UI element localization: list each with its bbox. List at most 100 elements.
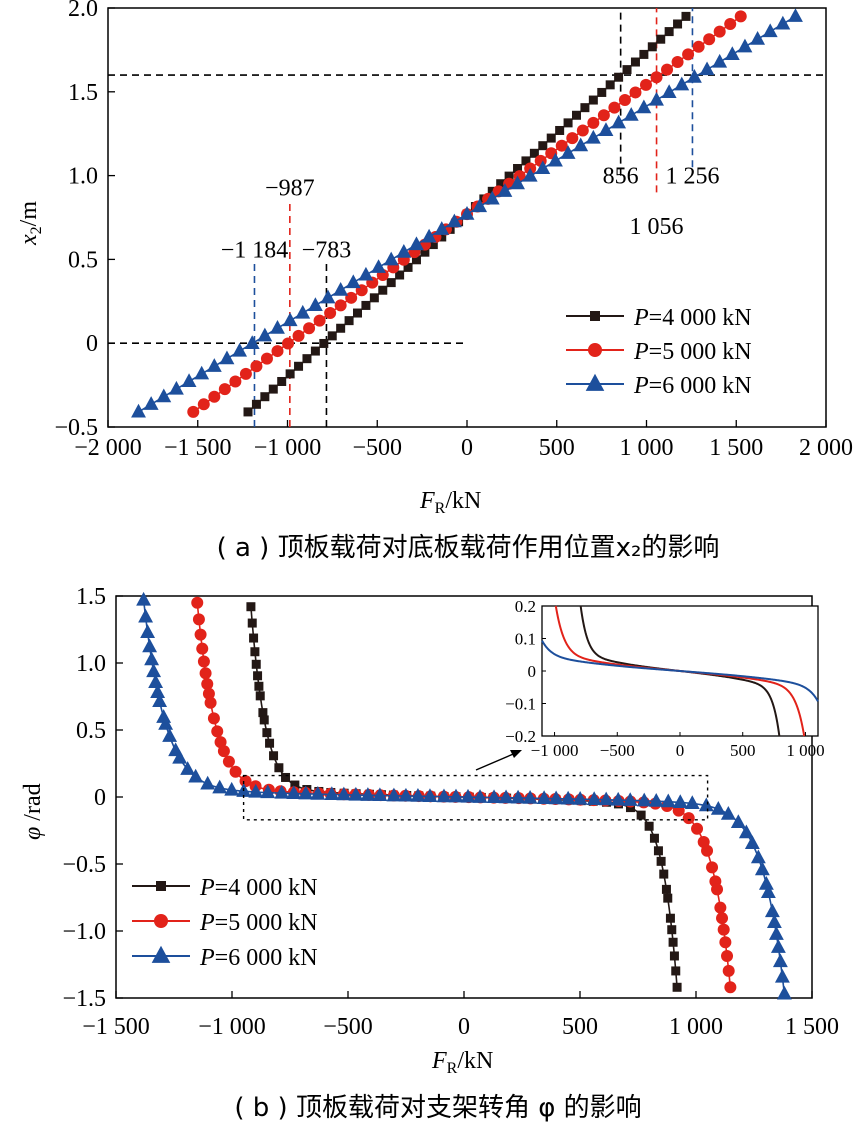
x-tick-label: 0 [461, 435, 473, 461]
data-point [721, 949, 734, 962]
data-point [598, 791, 614, 806]
chart-b: −1 500 −1 000 −500 0 500 1 000 1 500 −1.5 −1.0 −0… [20, 584, 839, 1123]
data-point [260, 352, 273, 365]
annotation-label: −783 [302, 237, 352, 263]
data-point [345, 274, 361, 289]
data-point [144, 651, 160, 666]
data-point [361, 300, 371, 310]
data-point [682, 48, 695, 61]
data-point [336, 323, 346, 333]
data-point [219, 350, 235, 365]
inset-y-tick-label: 0 [528, 662, 537, 681]
data-point [701, 844, 714, 857]
data-point [437, 232, 447, 242]
data-point [720, 806, 736, 820]
data-point [588, 95, 598, 105]
data-point [754, 861, 770, 876]
y-tick-label: 1.0 [68, 164, 98, 190]
data-point [573, 137, 589, 152]
data-point [674, 76, 690, 91]
data-point [410, 788, 426, 802]
data-point [152, 693, 168, 708]
data-point [334, 299, 347, 312]
data-point [560, 790, 576, 805]
legend-label: P=6 000 kN [633, 373, 752, 399]
data-point [576, 124, 589, 137]
legend-marker [151, 945, 171, 963]
data-point [229, 765, 242, 778]
data-point [247, 618, 257, 628]
x-tick-label: −1 000 [198, 1014, 266, 1040]
data-point [618, 94, 631, 107]
data-point [371, 259, 387, 273]
data-point [614, 72, 624, 82]
x-tick-label: 0 [458, 1014, 470, 1040]
inset-x-tick-label: 500 [730, 741, 756, 760]
data-point [358, 266, 374, 281]
x-tick-label: 500 [562, 1014, 598, 1040]
data-point [243, 407, 253, 417]
data-point [484, 190, 500, 205]
data-point [710, 801, 726, 815]
data-point [667, 925, 677, 935]
data-point [760, 884, 776, 899]
data-point [699, 61, 715, 76]
inset-ticks: −1 000 −500 0 500 1 000 −0.2 −0.1 0 0.1 0.2 [505, 597, 824, 760]
data-point [259, 715, 269, 725]
x-tick-label: −500 [323, 1014, 373, 1040]
inset-series-line [541, 640, 819, 702]
data-point [197, 398, 210, 411]
data-point [522, 167, 538, 182]
data-point [369, 293, 379, 303]
data-point [148, 674, 164, 689]
data-point [703, 33, 716, 46]
legend-marker [585, 373, 605, 391]
data-point [428, 240, 438, 250]
data-point [285, 369, 295, 379]
data-point [411, 255, 421, 265]
chart-b-zoom-box [242, 750, 709, 821]
data-point [497, 183, 513, 197]
data-point [254, 681, 264, 691]
data-point [274, 763, 284, 773]
inset-x-tick-label: 1 000 [786, 741, 824, 760]
data-point [764, 903, 780, 918]
data-point [486, 789, 502, 804]
data-point [232, 342, 248, 357]
data-point [249, 633, 259, 643]
data-point [547, 152, 563, 167]
data-point [636, 99, 652, 114]
data-point [608, 101, 621, 114]
data-point [660, 793, 676, 808]
data-point [636, 810, 646, 820]
data-point [459, 205, 475, 220]
data-point [200, 775, 216, 790]
data-point [460, 788, 476, 803]
data-point [292, 329, 305, 342]
inset-y-tick-label: 0.1 [515, 630, 536, 649]
data-point [409, 236, 424, 251]
data-point [724, 17, 737, 30]
data-point [320, 289, 336, 304]
data-point [659, 869, 669, 879]
data-point [421, 228, 437, 243]
data-point [258, 708, 268, 718]
data-point [671, 966, 681, 976]
data-point [535, 160, 551, 175]
data-point [672, 982, 682, 992]
y-tick-label: −0.5 [62, 852, 106, 878]
chart-a-ylabel: x2/m [16, 201, 45, 246]
data-point [436, 788, 452, 803]
x-tick-label: −1 500 [82, 1014, 150, 1040]
data-point [336, 786, 352, 801]
data-point [722, 964, 735, 977]
data-point [647, 42, 657, 52]
data-point [208, 390, 221, 403]
y-tick-label: 0.5 [76, 718, 106, 744]
zoom-rect [242, 774, 709, 821]
data-point [307, 297, 323, 311]
data-point [682, 812, 695, 825]
data-point [768, 926, 784, 940]
data-point [717, 923, 730, 936]
chart-b-ticks: −1 500 −1 000 −500 0 500 1 000 1 500 −1.5 −1.0 −0… [62, 584, 839, 1040]
